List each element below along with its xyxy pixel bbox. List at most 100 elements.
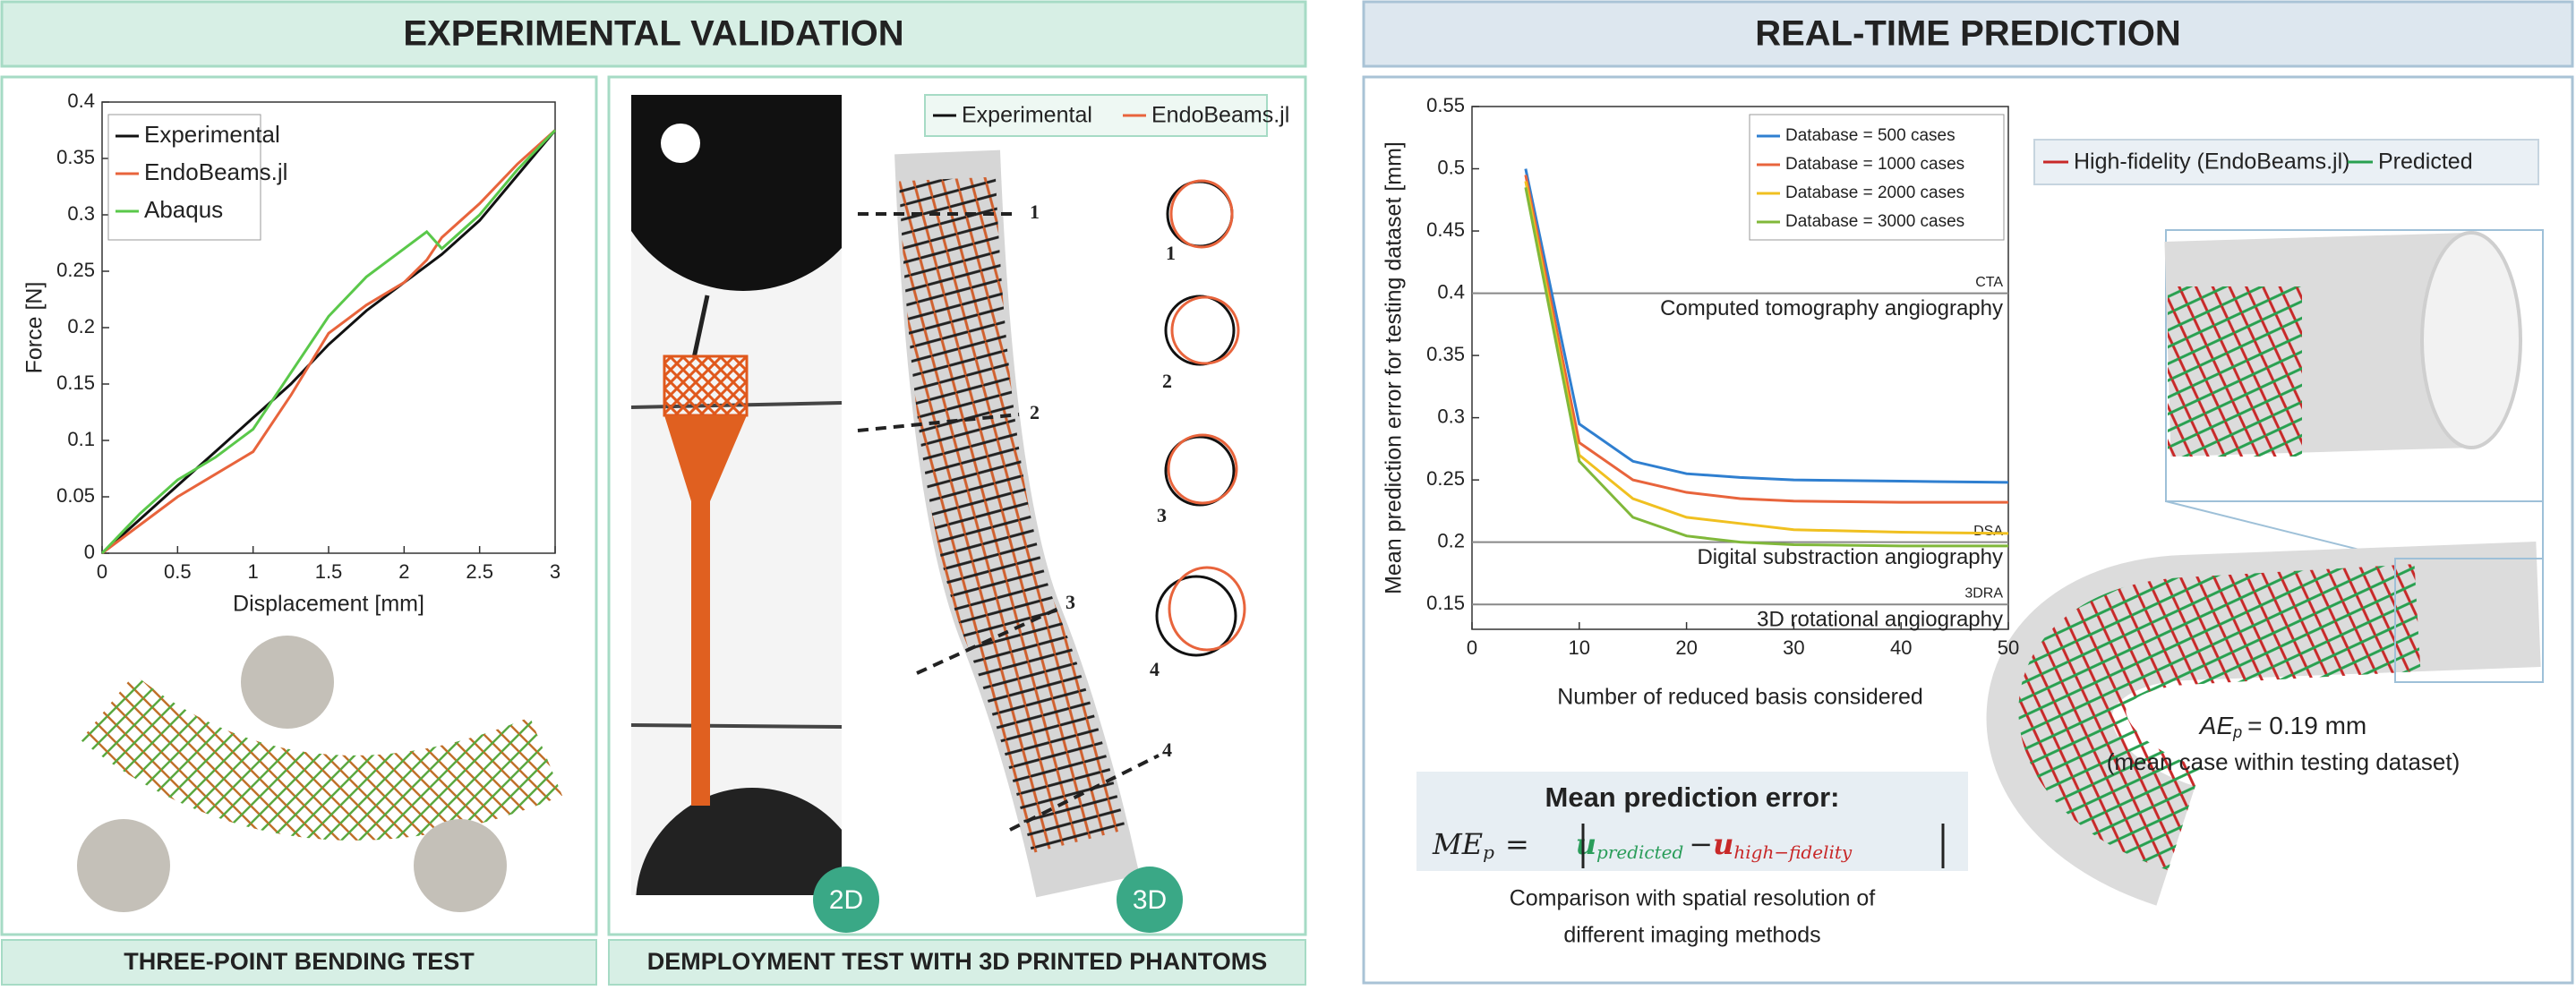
- subscript: high−fidelity: [1733, 841, 1853, 863]
- stent-mesh: [899, 176, 1126, 854]
- y-tick-label: 0.25: [56, 259, 95, 281]
- reference-description: Digital substraction angiography: [1697, 545, 2003, 569]
- caption: Comparison with spatial resolution of: [1510, 886, 1876, 911]
- header-title: REAL-TIME PREDICTION: [1755, 14, 2181, 54]
- y-tick-label: 0.15: [1426, 592, 1465, 614]
- series-line: [100, 129, 557, 555]
- y-axis-label: Force [N]: [22, 282, 47, 374]
- reference-label: DSA: [1973, 524, 2003, 539]
- x-tick-label: 1.5: [315, 560, 343, 583]
- u-predicted: u: [1576, 827, 1596, 861]
- support-roller: [77, 819, 170, 912]
- support-roller: [414, 819, 507, 912]
- y-tick-label: 0.35: [1426, 343, 1465, 365]
- photo-2d: [631, 95, 842, 895]
- x-tick-label: 0: [97, 560, 107, 583]
- x-tick-label: 3: [550, 560, 561, 583]
- cross-sections: [1155, 179, 1246, 657]
- y-tick-label: 0: [84, 541, 95, 563]
- legend-box: [1749, 114, 2005, 241]
- legend-label: Database = 3000 cases: [1785, 212, 1964, 231]
- footer-box: [608, 939, 1306, 986]
- subscript: p: [1483, 841, 1494, 863]
- footer-title: DEMPLOYMENT TEST WITH 3D PRINTED PHANTOM…: [647, 948, 1268, 975]
- legend-label: Database = 2000 cases: [1785, 184, 1964, 202]
- value-text: = 0.19 mm: [2247, 712, 2366, 739]
- vessel-opening: [2420, 231, 2522, 449]
- legend-label: Database = 1000 cases: [1785, 155, 1964, 174]
- section-number: 1: [1030, 201, 1040, 223]
- y-tick-label: 0.3: [1437, 405, 1465, 427]
- formula-title: Mean prediction error:: [1545, 781, 1840, 813]
- legend-label: Predicted: [2378, 149, 2473, 175]
- y-tick-label: 0.45: [1426, 218, 1465, 241]
- section-number: 2: [1030, 401, 1040, 423]
- reference-label: CTA: [1975, 275, 2003, 290]
- equals: =: [1505, 827, 1529, 861]
- legend-box: [2033, 139, 2539, 185]
- caption: different imaging methods: [1563, 923, 1820, 948]
- y-tick-label: 0.35: [56, 146, 95, 168]
- section-number: 1: [1166, 242, 1176, 264]
- footer-title: THREE-POINT BENDING TEST: [124, 948, 475, 975]
- y-tick-label: 0.3: [67, 202, 95, 225]
- panel: [0, 75, 598, 936]
- subscript: p: [2232, 723, 2242, 741]
- case-error: AEp = 0.19 mm: [2198, 712, 2366, 740]
- y-tick-label: 0.25: [1426, 467, 1465, 490]
- lhs: ME: [1432, 827, 1483, 861]
- section-number: 4: [1150, 658, 1160, 680]
- header-title: EXPERIMENTAL VALIDATION: [403, 14, 903, 54]
- header-box: [1362, 0, 2574, 68]
- section-number: 3: [1157, 504, 1167, 526]
- u-high-fidelity: u: [1713, 827, 1733, 861]
- legend-box: [924, 94, 1268, 137]
- x-tick-label: 1: [248, 560, 259, 583]
- series-line: [100, 129, 557, 555]
- section-number: 3: [1065, 591, 1075, 613]
- reference-description: Computed tomography angiography: [1660, 296, 2003, 320]
- legend-label: Abaqus: [144, 196, 223, 223]
- reference-description: 3D rotational angiography: [1757, 608, 2003, 632]
- x-tick-label: 20: [1675, 636, 1697, 659]
- x-tick-label: 10: [1569, 636, 1590, 659]
- legend-label: EndoBeams.jl: [1151, 103, 1289, 128]
- footer-box: [1, 939, 597, 986]
- stent-mesh: [2018, 564, 2421, 871]
- stent-mesh: [81, 673, 563, 841]
- y-tick-label: 0.5: [1437, 156, 1465, 178]
- series-line: [1524, 187, 2008, 548]
- x-tick-label: 40: [1890, 636, 1912, 659]
- legend-label: Database = 500 cases: [1785, 126, 1956, 145]
- formula-box: [1416, 772, 1968, 871]
- y-tick-label: 0.15: [56, 371, 95, 394]
- case-note: (mean case within testing dataset): [2107, 748, 2460, 775]
- x-axis-label: Number of reduced basis considered: [1557, 685, 1923, 710]
- header-box: [0, 0, 1307, 68]
- section-number: 2: [1162, 370, 1172, 392]
- x-tick-label: 0.5: [164, 560, 192, 583]
- x-tick-label: 2.5: [466, 560, 493, 583]
- stent-mesh: [2168, 286, 2302, 457]
- symbol: AE: [2198, 712, 2234, 739]
- section-number: 4: [1162, 739, 1172, 761]
- series-line: [101, 129, 557, 555]
- x-tick-label: 30: [1783, 636, 1804, 659]
- y-tick-label: 0.2: [1437, 529, 1465, 551]
- badge: [813, 867, 879, 933]
- series-line: [1524, 175, 2008, 504]
- panel: [607, 75, 1307, 936]
- y-tick-label: 0.55: [1426, 94, 1465, 116]
- y-axis-label: Mean prediction error for testing datase…: [1382, 141, 1407, 594]
- series-line: [1524, 168, 2009, 484]
- x-tick-label: 2: [398, 560, 409, 583]
- legend-label: High-fidelity (EndoBeams.jl): [2074, 149, 2349, 175]
- legend-label: Experimental: [144, 121, 280, 148]
- reference-label: 3DRA: [1964, 585, 2003, 601]
- x-axis-label: Displacement [mm]: [233, 592, 424, 617]
- minus: −: [1689, 827, 1713, 861]
- badge-label: 3D: [1133, 885, 1167, 915]
- legend-label: EndoBeams.jl: [144, 158, 287, 185]
- subscript: predicted: [1596, 841, 1683, 863]
